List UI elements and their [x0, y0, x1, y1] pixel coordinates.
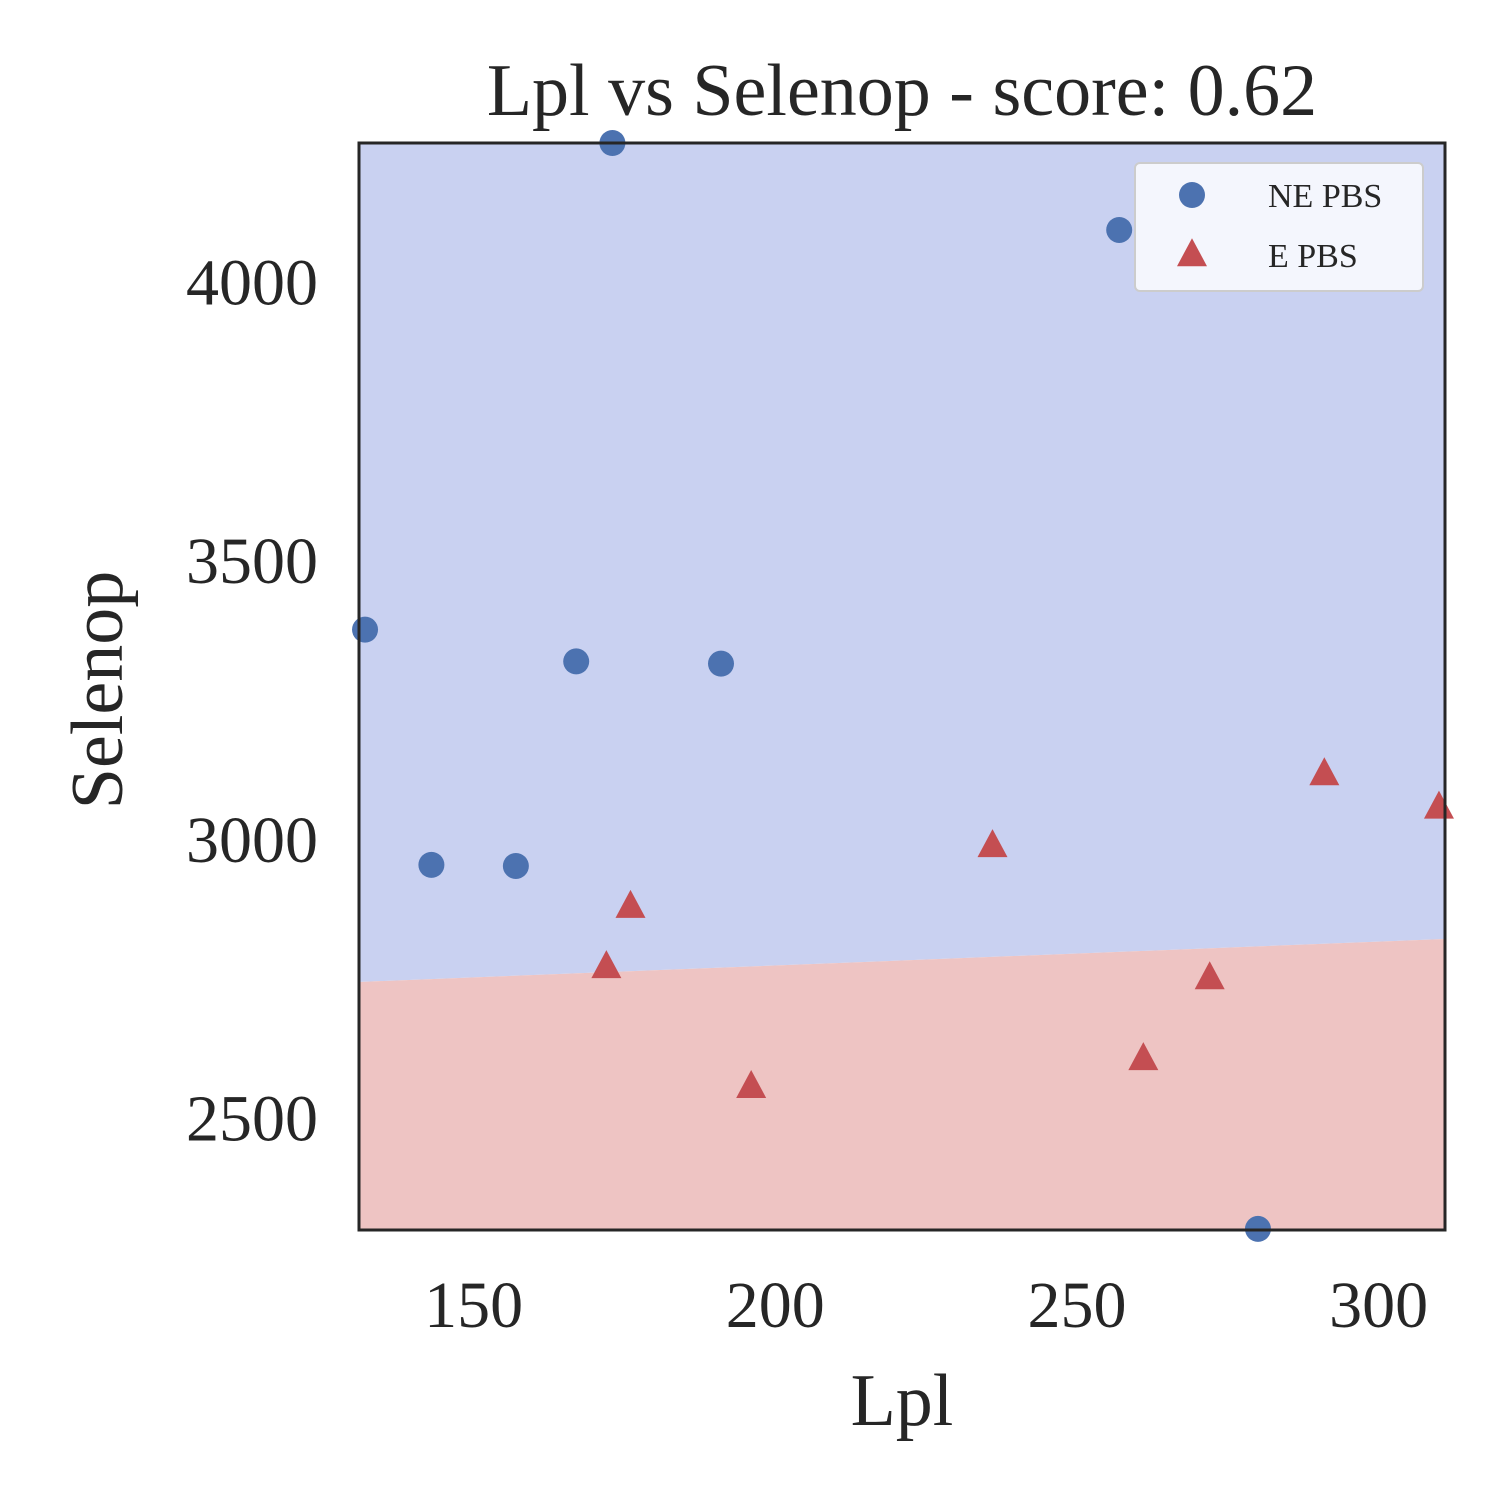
- y-tick-label: 3500: [186, 525, 318, 598]
- legend-marker-ne-pbs: [1179, 182, 1205, 208]
- x-tick-label: 200: [726, 1269, 825, 1342]
- point-ne-pbs: [708, 650, 734, 677]
- point-e-pbs: [591, 950, 622, 979]
- legend-box: [1134, 162, 1424, 292]
- point-ne-pbs: [1106, 216, 1133, 243]
- point-e-pbs: [736, 1069, 767, 1098]
- x-axis-label: Lpl: [851, 1360, 954, 1442]
- plot-area: [352, 130, 1454, 1242]
- plot-frame: [357, 141, 1447, 1232]
- x-axis-ticks: 150 200 250 300: [424, 1269, 1428, 1342]
- chart-title: Lpl vs Selenop - score: 0.62: [487, 50, 1317, 132]
- point-e-pbs: [1128, 1042, 1159, 1071]
- point-ne-pbs: [502, 852, 529, 879]
- legend-label-e-pbs: E PBS: [1268, 238, 1358, 275]
- point-e-pbs: [615, 889, 646, 918]
- x-tick-label: 300: [1329, 1269, 1428, 1342]
- legend-marker-e-pbs: [1177, 238, 1207, 267]
- y-tick-label: 2500: [186, 1083, 318, 1156]
- point-ne-pbs: [352, 616, 379, 643]
- point-ne-pbs: [563, 648, 590, 675]
- region-ne-pbs: [359, 143, 1445, 982]
- legend: NE PBS E PBS: [1134, 162, 1424, 292]
- x-tick-label: 150: [424, 1269, 523, 1342]
- point-e-pbs: [1194, 961, 1225, 990]
- y-tick-label: 4000: [186, 246, 318, 319]
- y-axis-label: Selenop: [57, 571, 139, 809]
- y-tick-label: 3000: [186, 804, 318, 877]
- x-tick-label: 250: [1027, 1269, 1126, 1342]
- point-ne-pbs: [418, 851, 445, 878]
- y-axis-ticks: 2500 3000 3500 4000: [186, 246, 318, 1155]
- region-e-pbs: [359, 939, 1445, 1230]
- point-e-pbs: [977, 829, 1008, 858]
- point-e-pbs: [1309, 757, 1340, 786]
- legend-label-ne-pbs: NE PBS: [1268, 178, 1382, 215]
